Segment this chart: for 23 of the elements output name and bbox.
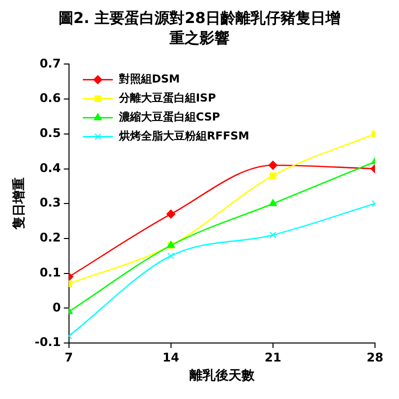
y-axis-title: 隻日增重 <box>11 178 28 231</box>
y-tick-label: 0.4 <box>40 160 61 175</box>
y-tick-label: 0.2 <box>40 230 61 245</box>
x-tick-label: 28 <box>366 350 384 364</box>
y-tick-label: 0.6 <box>40 91 61 106</box>
y-tick-label: -0.1 <box>34 335 61 350</box>
legend-label: 濃縮大豆蛋白組CSP <box>118 110 220 124</box>
x-axis-title: 離乳後天數 <box>188 368 256 384</box>
legend-label: 對照組DSM <box>118 72 180 86</box>
x-tick-label: 14 <box>162 350 180 364</box>
x-tick-label: 7 <box>64 350 74 364</box>
y-tick-label: 0.5 <box>40 126 61 140</box>
y-tick-label: 0.1 <box>40 265 61 280</box>
chart-title: 圖2. 主要蛋白源對28日齡離乳仔豬隻日增重之影響 <box>57 8 342 48</box>
y-tick-label: 0 <box>52 300 61 314</box>
point <box>270 232 276 238</box>
x-tick-label: 21 <box>264 350 282 364</box>
legend-label: 分離大豆蛋白組ISP <box>118 92 216 105</box>
point <box>270 172 276 180</box>
point <box>168 252 174 260</box>
y-tick-label: 0.3 <box>40 196 61 210</box>
legend-label: 烘烤全脂大豆粉組RFFSM <box>118 130 250 143</box>
y-tick-label: 0.7 <box>40 56 61 70</box>
